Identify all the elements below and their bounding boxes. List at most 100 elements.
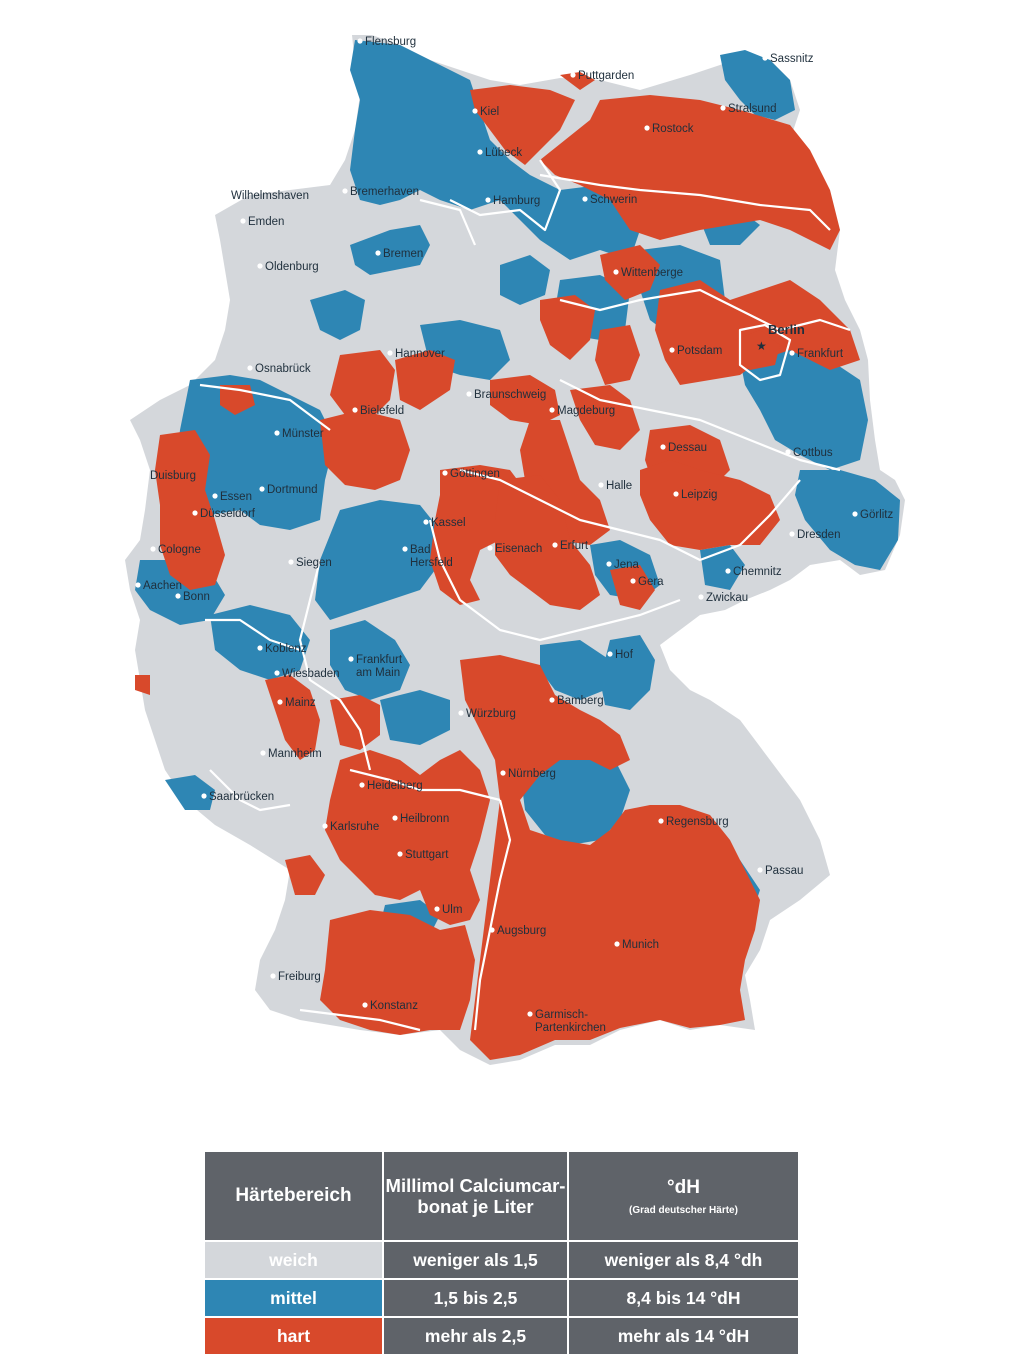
city-label-aachen: Aachen [143, 580, 182, 592]
city-dot-stuttgart [397, 851, 403, 857]
city-label-eisenach: Eisenach [495, 543, 542, 555]
map-canvas: Flensburg Sassnitz Puttgarden Stralsund Kiel… [125, 35, 905, 1065]
header-haertebereich: Härtebereich [203, 1150, 384, 1242]
city-label-sassnitz: Sassnitz [770, 53, 814, 65]
city-dot-puttgarden [570, 72, 576, 78]
city-dot-chemnitz [725, 568, 731, 574]
city-label-regensburg: Regensburg [666, 816, 729, 828]
city-label-passau: Passau [765, 865, 803, 877]
city-dot-lübeck [477, 149, 483, 155]
city-dot-görlitz [852, 511, 858, 517]
mmol-weich: weniger als 1,5 [382, 1240, 569, 1280]
city-dot-gera [630, 578, 636, 584]
city-label-wiesbaden: Wiesbaden [282, 668, 340, 680]
city-label-flensburg: Flensburg [365, 36, 416, 48]
city-label-leipzig: Leipzig [681, 489, 717, 501]
city-dot-heidelberg [359, 782, 365, 788]
city-dot-siegen [288, 559, 294, 565]
city-label-dessau: Dessau [668, 442, 707, 454]
city-dot-ulm [434, 906, 440, 912]
city-dot-bielefeld [352, 407, 358, 413]
city-label-konstanz: Konstanz [370, 1000, 418, 1012]
city-dot-garmisch-partenkirchen [527, 1011, 533, 1017]
city-dot-bonn [175, 593, 181, 599]
city-dot-stralsund [720, 105, 726, 111]
city-dot-eisenach [487, 545, 493, 551]
city-label-schwerin: Schwerin [590, 194, 637, 206]
city-dot-heilbronn [392, 815, 398, 821]
city-dot-koblenz [257, 645, 263, 651]
city-dot-leipzig [673, 491, 679, 497]
city-label-magdeburg: Magdeburg [557, 405, 615, 417]
city-label-wilhelmshaven: Wilhelmshaven [231, 190, 309, 202]
regions-hart [135, 72, 860, 1060]
city-label-bremen: Bremen [383, 248, 423, 260]
city-label-kiel: Kiel [480, 106, 499, 118]
city-dot-saarbrücken [201, 793, 207, 799]
capital-star-icon: ★ [756, 339, 767, 353]
city-dot-wittenberge [613, 269, 619, 275]
city-label-lübeck: Lübeck [485, 147, 522, 159]
city-dot-mainz [277, 699, 283, 705]
dh-hart: mehr als 14 °dH [567, 1316, 800, 1356]
city-label-heidelberg: Heidelberg [367, 780, 423, 792]
city-dot-passau [757, 867, 763, 873]
city-dot-kiel [472, 108, 478, 114]
city-dot-osnabrück [247, 365, 253, 371]
city-dot-kassel [423, 519, 429, 525]
city-dot-cologne [150, 546, 156, 552]
city-label-frankfurt: Frankfurt [797, 348, 844, 360]
city-dot-rostock [644, 125, 650, 131]
city-dot-cottbus [785, 449, 791, 455]
city-label-augsburg: Augsburg [497, 925, 546, 937]
city-dot-erfurt [552, 542, 558, 548]
city-label-bremerhaven: Bremerhaven [350, 186, 419, 198]
city-label-jena: Jena [614, 559, 640, 571]
city-dot-magdeburg [549, 407, 555, 413]
city-dot-karlsruhe [322, 823, 328, 829]
city-label-siegen: Siegen [296, 557, 332, 569]
city-dot-bremen [375, 250, 381, 256]
legend-row-mittel: mittel 1,5 bis 2,5 8,4 bis 14 °dH [203, 1278, 800, 1318]
city-dot-hof [607, 651, 613, 657]
city-label-karlsruhe: Karlsruhe [330, 821, 379, 833]
city-label-düsseldorf: Düsseldorf [200, 508, 256, 520]
city-label-heilbronn: Heilbronn [400, 813, 449, 825]
city-label-oldenburg: Oldenburg [265, 261, 319, 273]
city-label-freiburg: Freiburg [278, 971, 321, 983]
city-label-stuttgart: Stuttgart [405, 849, 449, 861]
city-label-halle: Halle [606, 480, 632, 492]
city-dot-dortmund [259, 486, 265, 492]
city-dot-frankfurt [789, 350, 795, 356]
city-label-stralsund: Stralsund [728, 103, 777, 115]
city-label-hamburg: Hamburg [493, 195, 540, 207]
city-label-mainz: Mainz [285, 697, 316, 709]
city-label-bonn: Bonn [183, 591, 210, 603]
city-label-duisburg: Duisburg [150, 470, 196, 482]
level-hart: hart [203, 1316, 384, 1356]
city-label-dresden: Dresden [797, 529, 840, 541]
city-label-braunschweig: Braunschweig [474, 389, 546, 401]
city-dot-essen [212, 493, 218, 499]
header-dh-title: °dH [667, 1176, 700, 1198]
city-label-cottbus: Cottbus [793, 447, 833, 459]
city-dot-bamberg [549, 697, 555, 703]
city-label-dortmund: Dortmund [267, 484, 318, 496]
city-dot-freiburg [270, 973, 276, 979]
level-mittel: mittel [203, 1278, 384, 1318]
city-label-zwickau: Zwickau [706, 592, 748, 604]
dh-weich: weniger als 8,4 °dh [567, 1240, 800, 1280]
dh-mittel: 8,4 bis 14 °dH [567, 1278, 800, 1318]
city-label-puttgarden: Puttgarden [578, 70, 634, 82]
mmol-hart: mehr als 2,5 [382, 1316, 569, 1356]
city-label-erfurt: Erfurt [560, 540, 589, 552]
city-dot-augsburg [489, 927, 495, 933]
city-dot-nürnberg [500, 770, 506, 776]
city-dot-münster [274, 430, 280, 436]
city-label-saarbrücken: Saarbrücken [209, 791, 274, 803]
city-dot-jena [606, 561, 612, 567]
city-label-essen: Essen [220, 491, 252, 503]
city-label-göttingen: Göttingen [450, 468, 500, 480]
city-dot-frankfurt-am-main [348, 656, 354, 662]
city-dot-munich [614, 941, 620, 947]
